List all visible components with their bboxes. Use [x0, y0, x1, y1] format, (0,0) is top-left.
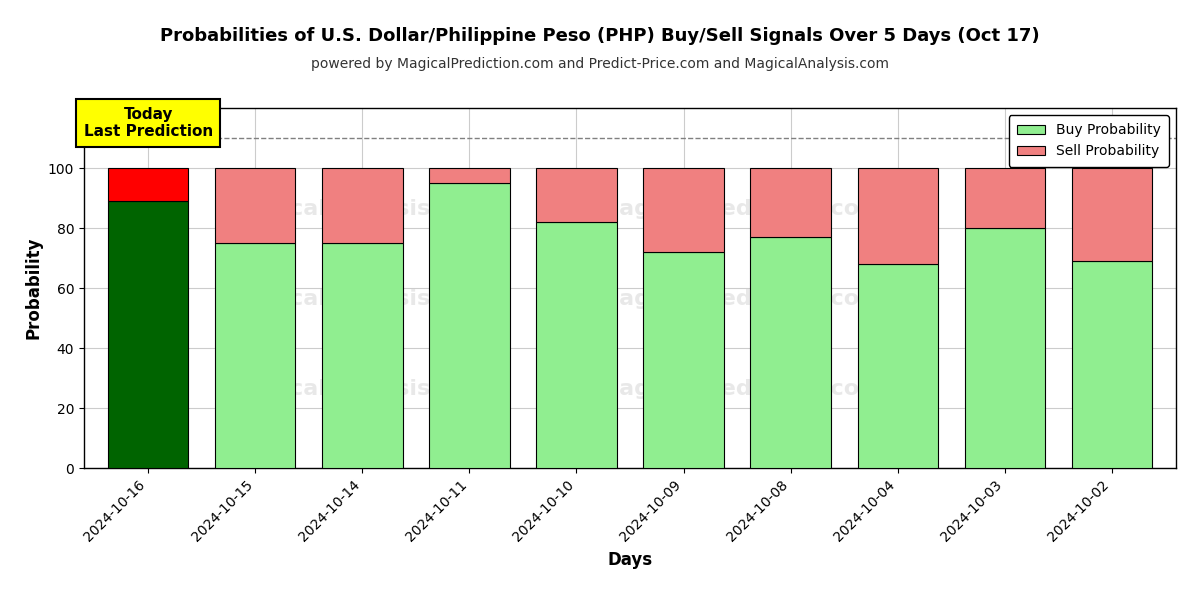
X-axis label: Days: Days — [607, 551, 653, 569]
Bar — [643, 252, 724, 468]
Bar — [323, 168, 402, 243]
Text: powered by MagicalPrediction.com and Predict-Price.com and MagicalAnalysis.com: powered by MagicalPrediction.com and Pre… — [311, 57, 889, 71]
Text: calAnalysis.com: calAnalysis.com — [289, 199, 490, 219]
Text: MagicalPrediction.com: MagicalPrediction.com — [596, 379, 882, 399]
Bar — [430, 183, 510, 468]
Bar — [750, 168, 830, 237]
Bar — [1072, 168, 1152, 261]
Text: calAnalysis.com: calAnalysis.com — [289, 289, 490, 309]
Bar — [323, 243, 402, 468]
Bar — [215, 243, 295, 468]
Text: calAnalysis.com: calAnalysis.com — [289, 379, 490, 399]
Text: MagicalPrediction.com: MagicalPrediction.com — [596, 289, 882, 309]
Text: MagicalPrediction.com: MagicalPrediction.com — [596, 199, 882, 219]
Bar — [965, 168, 1045, 228]
Bar — [108, 201, 188, 468]
Bar — [536, 222, 617, 468]
Bar — [1072, 261, 1152, 468]
Text: Probabilities of U.S. Dollar/Philippine Peso (PHP) Buy/Sell Signals Over 5 Days : Probabilities of U.S. Dollar/Philippine … — [160, 27, 1040, 45]
Bar — [215, 168, 295, 243]
Bar — [430, 168, 510, 183]
Bar — [858, 264, 937, 468]
Bar — [536, 168, 617, 222]
Legend: Buy Probability, Sell Probability: Buy Probability, Sell Probability — [1009, 115, 1169, 167]
Bar — [108, 168, 188, 201]
Bar — [643, 168, 724, 252]
Text: Today
Last Prediction: Today Last Prediction — [84, 107, 212, 139]
Y-axis label: Probability: Probability — [24, 237, 42, 339]
Bar — [858, 168, 937, 264]
Bar — [965, 228, 1045, 468]
Bar — [750, 237, 830, 468]
